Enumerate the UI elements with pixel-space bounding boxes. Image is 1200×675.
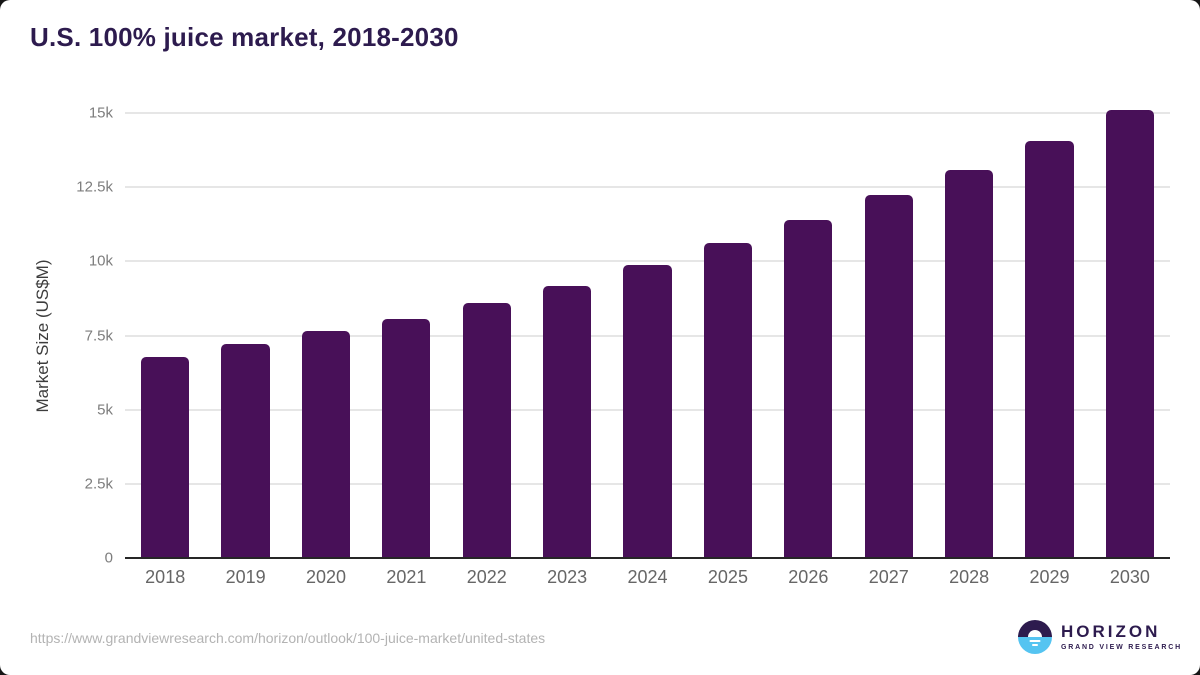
bars xyxy=(125,109,1170,558)
logo-title: HORIZON xyxy=(1061,622,1161,642)
bar xyxy=(382,318,431,558)
y-tick-label: 2.5k xyxy=(84,475,113,493)
x-tick-label: 2018 xyxy=(145,567,186,587)
y-tick-label: 15k xyxy=(88,104,113,122)
x-tick-label: 2029 xyxy=(1029,567,1070,587)
horizon-logo-icon xyxy=(1018,620,1052,654)
x-tick-label: 2030 xyxy=(1109,567,1150,587)
horizon-logo: HORIZON GRAND VIEW RESEARCH xyxy=(1018,620,1182,654)
bar xyxy=(1025,141,1074,558)
y-tick-label: 7.5k xyxy=(84,327,113,344)
sun-icon xyxy=(1028,630,1042,637)
source-url: https://www.grandviewresearch.com/horizo… xyxy=(30,630,546,646)
bar-slot xyxy=(768,113,848,558)
bar-slot xyxy=(1009,113,1089,558)
bar xyxy=(543,285,592,558)
bar-slot xyxy=(447,113,527,558)
bar xyxy=(462,302,511,558)
x-tick-label: 2028 xyxy=(949,567,990,587)
x-tick-label: 2019 xyxy=(225,567,266,587)
y-axis-tick-labels: 0 2.5k 5k 7.5k 10k 12.5k 15k xyxy=(0,105,113,567)
x-tick-label: 2023 xyxy=(547,567,588,587)
bar xyxy=(141,356,190,558)
bar xyxy=(301,330,351,558)
y-tick-label: 12.5k xyxy=(76,178,113,196)
bar-slot xyxy=(366,113,446,558)
bar-slot xyxy=(607,113,687,558)
bar-slot xyxy=(205,113,285,558)
plot-area xyxy=(125,109,1170,559)
y-tick-label: 5k xyxy=(97,401,113,419)
gridline xyxy=(125,260,1170,263)
reflection-line-icon xyxy=(1029,640,1041,642)
bar xyxy=(221,343,270,558)
bar-slot xyxy=(527,113,607,558)
bar-slot xyxy=(125,113,205,558)
bar xyxy=(864,194,913,558)
bar xyxy=(623,264,672,558)
bar xyxy=(944,169,994,558)
x-tick-label: 2021 xyxy=(386,567,427,587)
logo-text: HORIZON GRAND VIEW RESEARCH xyxy=(1061,622,1182,651)
gridline xyxy=(125,112,1170,114)
bar-slot xyxy=(929,113,1009,558)
bar-slot xyxy=(286,113,366,558)
chart-title: U.S. 100% juice market, 2018-2030 xyxy=(30,22,459,52)
x-tick-label: 2020 xyxy=(305,567,346,587)
y-tick-label: 10k xyxy=(88,252,113,270)
gridline xyxy=(125,186,1170,189)
bar-slot xyxy=(1090,109,1170,558)
x-tick-label: 2022 xyxy=(466,567,507,587)
bar xyxy=(703,242,753,558)
y-tick-label: 0 xyxy=(104,549,113,567)
reflection-line-icon xyxy=(1032,644,1038,646)
x-tick-label: 2025 xyxy=(707,567,748,587)
bar xyxy=(784,219,833,558)
x-tick-label: 2026 xyxy=(788,567,829,587)
x-tick-label: 2024 xyxy=(627,567,668,587)
x-tick-label: 2027 xyxy=(868,567,909,587)
x-axis-tick-labels: 2018 2019 2020 2021 2022 2023 2024 2025 2026 2027… xyxy=(125,567,1170,588)
bar-slot xyxy=(688,113,768,558)
bar xyxy=(1105,109,1154,558)
x-axis-line xyxy=(125,557,1170,559)
logo-subtitle: GRAND VIEW RESEARCH xyxy=(1061,643,1182,651)
bar-slot xyxy=(849,113,929,558)
